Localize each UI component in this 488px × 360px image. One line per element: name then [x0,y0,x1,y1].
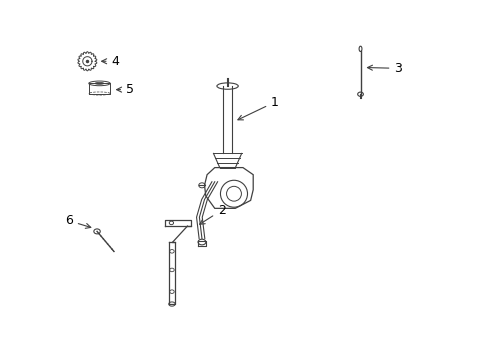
Text: 3: 3 [366,62,402,75]
Text: 6: 6 [65,214,91,228]
Text: 5: 5 [116,83,134,96]
Text: 1: 1 [237,95,278,120]
Text: 2: 2 [199,204,225,224]
Text: 4: 4 [102,55,119,68]
